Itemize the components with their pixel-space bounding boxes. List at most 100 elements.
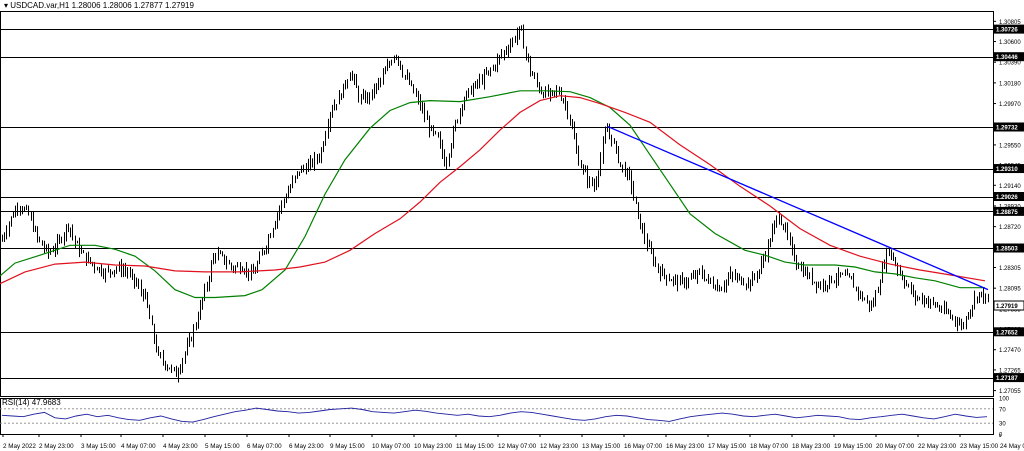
candle-body: [352, 75, 353, 77]
level-price-label: 1.29732: [996, 125, 1018, 131]
candle-body: [510, 44, 511, 51]
candle-body: [479, 79, 480, 84]
time-tick-label: 12 May 07:00: [498, 443, 537, 450]
candle-body: [796, 259, 797, 265]
candle-body: [471, 88, 472, 94]
candle-body: [457, 120, 458, 123]
candle-body: [42, 240, 43, 246]
candle-body: [620, 162, 621, 165]
candle-body: [970, 310, 971, 317]
candle-body: [72, 230, 73, 237]
candle-body: [862, 293, 863, 300]
candle-body: [268, 237, 269, 248]
candle-body: [834, 281, 835, 283]
candle-body: [369, 94, 370, 99]
moving-average-line: [0, 95, 986, 285]
candle-body: [838, 272, 839, 280]
rsi-line: [1, 407, 988, 423]
candle-body: [240, 265, 241, 271]
candle-body: [655, 262, 656, 264]
candle-body: [765, 256, 766, 259]
candle-body: [132, 273, 133, 275]
candle-body: [759, 269, 760, 276]
candle-body: [378, 81, 379, 85]
price-tick-label: 1.30180: [999, 81, 1021, 87]
candle-body: [825, 282, 826, 287]
level-price-box: [994, 122, 1024, 132]
candle-body: [517, 34, 518, 41]
rsi-pane-frame: [0, 398, 994, 435]
candle-body: [570, 115, 571, 123]
candle-body: [585, 168, 586, 172]
level-price-label: 1.29310: [996, 167, 1018, 173]
candle-body: [174, 367, 175, 369]
candle-body: [400, 61, 401, 69]
ohlc-values: 1.28006 1.28006 1.27877 1.27919: [71, 1, 194, 10]
candle-body: [86, 252, 87, 263]
candle-body: [858, 287, 859, 295]
candle-body: [136, 282, 137, 285]
candle-body: [783, 224, 784, 229]
price-tick-label: 1.28305: [999, 266, 1021, 272]
rsi-tick-label: 0: [999, 433, 1003, 439]
candle-body: [488, 70, 489, 74]
candle-body: [356, 78, 357, 88]
candle-body: [20, 208, 21, 210]
candle-body: [840, 272, 841, 275]
candle-body: [820, 284, 821, 288]
candle-body: [101, 267, 102, 274]
candle-body: [361, 98, 362, 100]
candle-body: [321, 149, 322, 159]
candle-body: [649, 246, 650, 248]
candle-body: [662, 269, 663, 276]
candle-body: [873, 304, 874, 305]
candle-body: [867, 299, 868, 301]
candle-body: [629, 170, 630, 175]
candle-body: [301, 167, 302, 173]
candle-body: [284, 200, 285, 203]
trend-line: [606, 125, 989, 291]
candle-body: [4, 235, 5, 239]
candle-body: [295, 176, 296, 181]
time-tick-label: 4 May 23:00: [163, 443, 198, 450]
candle-body: [156, 339, 157, 351]
candle-body: [699, 270, 700, 272]
candle-body: [917, 298, 918, 299]
candle-body: [94, 263, 95, 268]
candle-body: [880, 282, 881, 290]
candle-body: [105, 270, 106, 277]
candle-body: [633, 187, 634, 197]
candle-body: [829, 276, 830, 286]
candle-body: [440, 136, 441, 144]
candle-body: [937, 306, 938, 307]
candle-body: [323, 144, 324, 150]
candle-body: [75, 236, 76, 243]
candle-body: [735, 275, 736, 278]
current-price-box: [993, 300, 1024, 311]
candle-body: [70, 228, 71, 231]
candle-body: [710, 278, 711, 283]
candle-body: [277, 214, 278, 224]
time-tick-label: 11 May 15:00: [456, 443, 494, 450]
candle-body: [664, 269, 665, 276]
candle-body: [387, 65, 388, 71]
candle-body: [83, 251, 84, 253]
candle-body: [886, 250, 887, 267]
candle-body: [416, 92, 417, 96]
candle-body: [152, 318, 153, 325]
candle-body: [499, 55, 500, 59]
candle-body: [548, 89, 549, 95]
level-price-label: 1.28503: [996, 247, 1018, 253]
candle-body: [658, 263, 659, 271]
candle-body: [752, 275, 753, 287]
candle-body: [977, 297, 978, 300]
candle-body: [270, 235, 271, 238]
candle-body: [636, 196, 637, 204]
candle-body: [103, 273, 104, 277]
candle-body: [354, 75, 355, 79]
candle-body: [389, 63, 390, 66]
candle-body: [968, 316, 969, 318]
candle-body: [460, 109, 461, 121]
candle-body: [594, 184, 595, 188]
candle-body: [347, 80, 348, 86]
